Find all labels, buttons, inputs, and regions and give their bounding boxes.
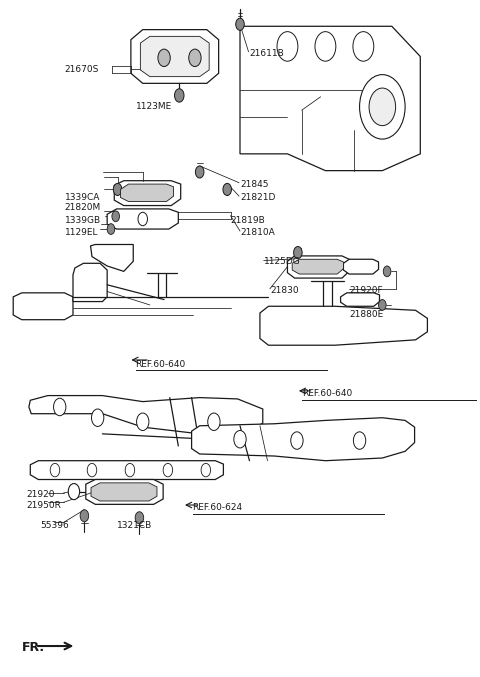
Polygon shape — [192, 418, 415, 461]
Text: REF.60-640: REF.60-640 — [301, 389, 352, 398]
Text: 21830: 21830 — [271, 286, 300, 294]
Circle shape — [50, 463, 60, 477]
Circle shape — [384, 266, 391, 277]
Circle shape — [158, 49, 170, 66]
Text: 1125DG: 1125DG — [264, 257, 300, 267]
Circle shape — [234, 431, 246, 448]
Circle shape — [369, 88, 396, 126]
Text: 1321CB: 1321CB — [117, 521, 152, 529]
Polygon shape — [13, 293, 73, 320]
Polygon shape — [292, 259, 343, 274]
Circle shape — [201, 463, 211, 477]
Text: 1129EL: 1129EL — [64, 228, 98, 237]
Text: 21810A: 21810A — [240, 228, 275, 237]
Circle shape — [189, 49, 201, 66]
Polygon shape — [131, 30, 219, 83]
Circle shape — [80, 510, 89, 522]
Polygon shape — [260, 306, 427, 345]
Text: REF.60-640: REF.60-640 — [136, 359, 186, 368]
Circle shape — [125, 463, 135, 477]
Circle shape — [223, 183, 231, 196]
Text: 1339GB: 1339GB — [64, 217, 101, 225]
Circle shape — [175, 89, 184, 102]
Text: 1123ME: 1123ME — [136, 102, 172, 111]
Circle shape — [360, 74, 405, 139]
Text: FR.: FR. — [22, 641, 45, 654]
Circle shape — [107, 223, 115, 234]
Text: 21880E: 21880E — [349, 310, 384, 319]
Text: 21820M: 21820M — [64, 203, 101, 212]
Text: 21920F: 21920F — [349, 286, 383, 294]
Circle shape — [138, 213, 147, 225]
Text: 21821D: 21821D — [240, 193, 276, 202]
Circle shape — [92, 409, 104, 427]
Text: 21819B: 21819B — [230, 217, 265, 225]
Polygon shape — [114, 181, 180, 206]
Polygon shape — [91, 483, 157, 501]
Polygon shape — [29, 395, 263, 434]
Text: 21611B: 21611B — [250, 49, 284, 58]
Circle shape — [294, 246, 302, 259]
Circle shape — [277, 32, 298, 61]
Polygon shape — [91, 244, 133, 271]
Text: REF.60-624: REF.60-624 — [192, 503, 243, 512]
Circle shape — [135, 512, 144, 524]
Circle shape — [138, 483, 150, 500]
Text: 21950R: 21950R — [26, 500, 61, 510]
Polygon shape — [288, 256, 349, 278]
Circle shape — [208, 413, 220, 431]
Circle shape — [379, 299, 386, 310]
Polygon shape — [343, 259, 379, 274]
Circle shape — [353, 432, 366, 450]
Polygon shape — [86, 479, 163, 504]
Text: 21670S: 21670S — [64, 66, 99, 74]
Circle shape — [315, 32, 336, 61]
Polygon shape — [120, 184, 174, 202]
Circle shape — [68, 483, 80, 500]
Circle shape — [112, 211, 120, 221]
Polygon shape — [140, 37, 209, 77]
Polygon shape — [30, 461, 223, 479]
Polygon shape — [341, 293, 380, 306]
Circle shape — [137, 413, 149, 431]
Polygon shape — [107, 209, 179, 229]
Polygon shape — [73, 263, 107, 301]
Circle shape — [54, 398, 66, 416]
Circle shape — [353, 32, 374, 61]
Circle shape — [87, 463, 96, 477]
Circle shape — [291, 432, 303, 450]
Text: 1339CA: 1339CA — [64, 193, 100, 202]
Circle shape — [163, 463, 173, 477]
Circle shape — [195, 166, 204, 178]
Polygon shape — [240, 26, 420, 171]
Text: 55396: 55396 — [41, 521, 70, 529]
Circle shape — [113, 183, 122, 196]
Text: 21920: 21920 — [26, 489, 55, 499]
Text: 21845: 21845 — [240, 179, 268, 189]
Circle shape — [236, 18, 244, 30]
